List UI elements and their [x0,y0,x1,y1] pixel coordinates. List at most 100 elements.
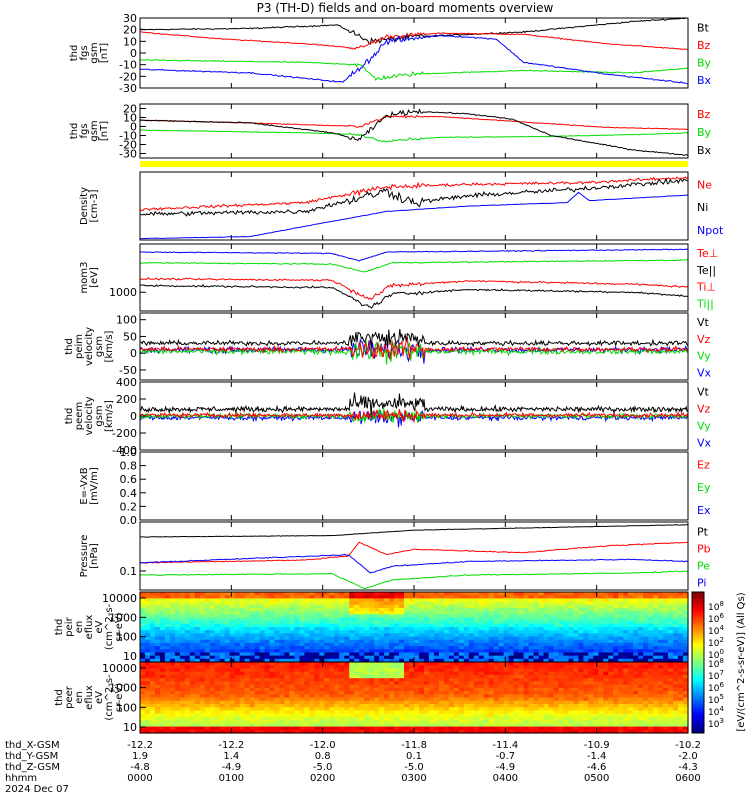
p7-ytick-label: 0.4 [120,487,138,500]
xaxis-date: 2024 Dec 07 [5,784,69,795]
p2-legend-2: Bx [697,144,712,157]
p2-ylabel: gsm [89,120,100,141]
colorbar-tick-top: 100 [708,648,724,661]
p1-ylabel: fgs [79,45,90,60]
xaxis-value: 0100 [219,773,244,784]
p8-legend-0: Pt [697,525,709,538]
p5-ylabel: peim [74,334,85,359]
p6-ylabel: thd [64,408,75,425]
p3-ylabel: Density [79,187,90,225]
p3-series-ni [139,177,689,217]
p6-legend-0: Vt [697,385,710,398]
p6-ylabel: velocity [84,396,95,435]
p1-ylabel: thd [69,45,80,62]
p9-ylabel: eV [94,620,105,633]
p5-ytick-label: -50 [119,364,137,377]
xaxis-value: -12.2 [127,740,153,751]
p8-ylabel: [nPa] [89,543,100,569]
p7-ytick-label: 1.0 [120,446,138,459]
p7-ytick-label: 0.6 [120,473,138,486]
p3-series-npot [139,191,689,240]
p4-ytick-label: 1000 [109,286,137,299]
colorbar-tick-top: 106 [708,612,724,625]
p9-ytick-label: 1000 [109,611,137,624]
p5-ytick-label: 0 [130,347,137,360]
xaxis-row-label-1: thd_Y-GSM [5,751,58,762]
p2-series-bx [139,108,689,156]
p8-series-pb [140,541,689,564]
colorbar-tick-bottom: 106 [708,681,724,694]
p9-ytick-label: 10 [123,650,137,663]
xaxis-value: 0400 [493,773,518,784]
p1-ytick-label: -10 [119,59,137,72]
xaxis-value: 0.8 [315,751,331,762]
quality-flag-bar [140,161,688,167]
p10-ylabel: eV [94,691,105,704]
xaxis-value: 0.1 [406,751,422,762]
colorbar-tick-top: 104 [708,624,724,637]
xaxis-value: -1.4 [587,751,607,762]
p2-ytick-label: -30 [119,148,137,161]
xaxis-row-label-3: hhmm [5,773,37,784]
p5-legend-0: Vt [697,316,710,329]
p5-legend-1: Vz [697,333,711,346]
xaxis-value: -10.2 [675,740,701,751]
p8-ylabel: Pressure [79,535,90,578]
p2-ytick-label: 20 [123,103,137,116]
p2-ylabel: [nT] [99,121,110,141]
p6-ytick-label: 0 [130,410,137,423]
p4-series-te-par [139,284,689,309]
p2-ytick-label: 10 [123,112,137,125]
p1-legend-2: By [697,57,712,70]
p2-series-by [139,129,689,143]
p1-ytick-label: 10 [123,35,137,48]
p8-legend-1: Pb [697,542,711,555]
p4-series-te-perp [140,248,689,262]
p8-legend-2: Pe [697,559,710,572]
p6-ylabel: peem [74,402,85,430]
xaxis-value: -2.0 [678,751,698,762]
p8-frame [139,521,689,591]
p1-legend-0: Bt [697,22,710,35]
colorbar-tick-bottom: 108 [708,657,724,670]
colorbar-tick-bottom: 103 [708,717,724,730]
colorbar-tick-bottom: 107 [708,669,724,682]
p6-ytick-label: -200 [112,427,137,440]
p2-ylabel: thd [69,123,80,140]
p9-ytick-label: 10000 [102,592,137,605]
p10-ytick-label: 10000 [102,662,137,675]
p1-series-by [139,59,689,81]
xaxis-row-label-0: thd_X-GSM [5,740,60,751]
xaxis-value: -0.7 [496,751,516,762]
p4-ylabel: [eV] [89,267,100,288]
p1-ylabel: gsm [89,42,100,63]
p1-ytick-label: 20 [123,24,137,37]
p7-ylabel: [mV/m] [89,467,100,505]
p9-spectrogram [140,592,689,663]
colorbar-label: [eV/(cm^2-s-sr-eV)] (All Qs) [736,592,747,731]
p4-legend-1: Te|| [696,264,716,277]
p1-ytick-label: 0 [130,47,137,60]
p5-ytick-label: 100 [116,314,137,327]
p3-ylabel: [cm-3] [89,189,100,222]
p9-ylabel: (cm^2-s- [104,603,115,650]
p5-series-vz [139,337,689,360]
p3-legend-0: Ne [697,178,712,191]
p5-legend-2: Vy [697,350,711,363]
p10-ylabel: sr-eV) [114,683,125,712]
xaxis-value: 0600 [675,773,700,784]
p4-series-ti-par [139,259,689,273]
p10-ylabel: thd [54,689,65,706]
p10-ylabel: (cm^2-s- [104,674,115,721]
p1-legend-1: Bz [697,39,711,52]
p9-ylabel: thd [54,619,65,636]
p2-legend-1: By [697,126,712,139]
xaxis-value: -5.0 [313,762,333,773]
xaxis-value: -11.4 [492,740,518,751]
colorbar-tick-bottom: 104 [708,705,724,718]
p1-ytick-label: -30 [119,82,137,95]
p5-legend-3: Vx [697,366,712,379]
p7-legend-2: Ex [697,504,711,517]
xaxis-value: 0500 [584,773,609,784]
p10-ytick-label: 10 [123,721,137,734]
